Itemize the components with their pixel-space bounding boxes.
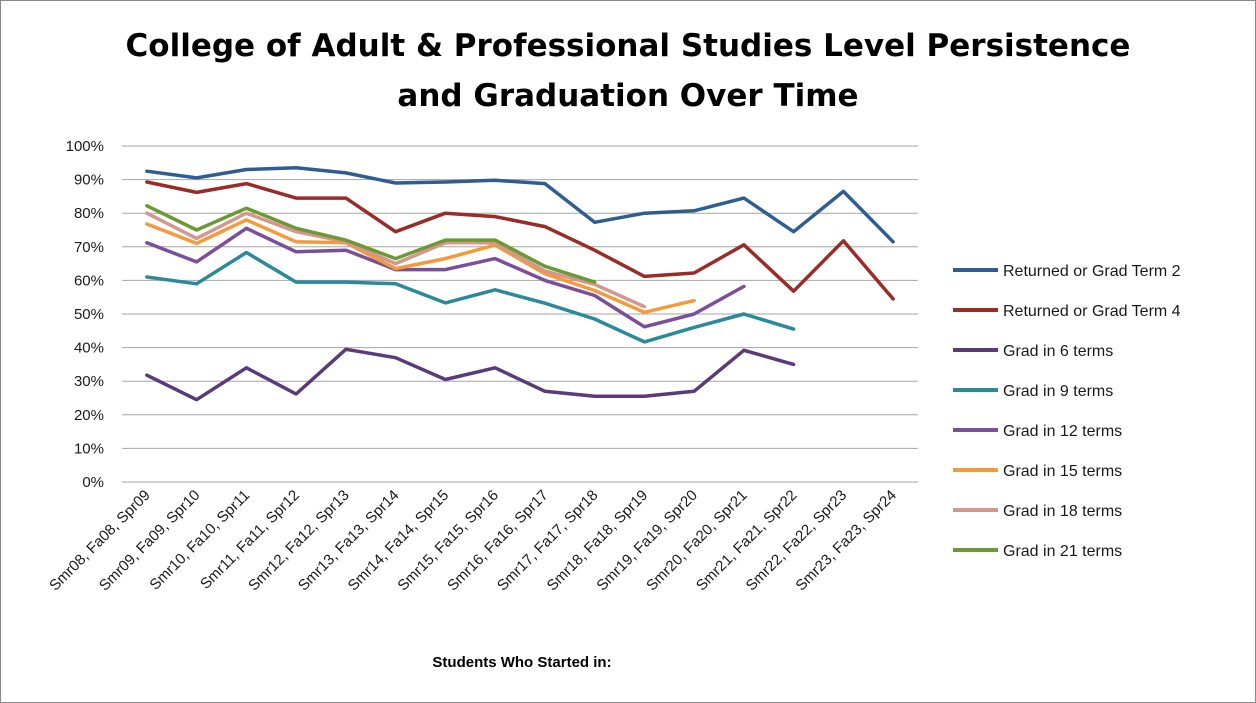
series-line-grad-in-6-terms (145, 347, 796, 402)
series-line-grad-in-21-terms (145, 204, 597, 284)
series-lines (145, 166, 895, 402)
legend-label: Grad in 6 terms (1003, 343, 1113, 360)
y-tick-label: 80% (74, 205, 104, 222)
legend-label: Grad in 9 terms (1003, 383, 1113, 400)
series-line-grad-in-15-terms (145, 218, 696, 315)
legend-label: Grad in 12 terms (1003, 423, 1122, 440)
x-axis-title: Students Who Started in: (432, 654, 611, 671)
y-tick-label: 60% (74, 272, 104, 289)
y-tick-label: 30% (74, 373, 104, 390)
legend-label: Grad in 21 terms (1003, 543, 1122, 560)
chart-title-line-1: College of Adult & Professional Studies … (126, 28, 1131, 64)
series-line-grad-in-18-terms (145, 211, 647, 309)
series-line-returned-or-grad-term-2 (145, 166, 895, 244)
y-tick-label: 0% (82, 474, 104, 491)
legend: Returned or Grad Term 2 Returned or Grad … (953, 263, 1181, 560)
y-axis-tick-labels: 0% 10% 20% 30% 40% 50% 60% 70% 80% 90% 100% (66, 138, 104, 491)
series-line-grad-in-12-terms (145, 226, 746, 329)
legend-label: Returned or Grad Term 2 (1003, 263, 1181, 280)
chart-title-line-2: and Graduation Over Time (397, 78, 858, 114)
y-tick-label: 70% (74, 239, 104, 256)
series-line-grad-in-9-terms (145, 250, 796, 344)
y-tick-label: 90% (74, 172, 104, 189)
series-line-returned-or-grad-term-4 (145, 180, 895, 301)
legend-label: Grad in 18 terms (1003, 503, 1122, 520)
y-tick-label: 20% (74, 407, 104, 424)
legend-label: Grad in 15 terms (1003, 463, 1122, 480)
y-tick-label: 100% (66, 138, 104, 155)
legend-label: Returned or Grad Term 4 (1003, 303, 1181, 320)
y-tick-label: 50% (74, 306, 104, 323)
y-tick-label: 10% (74, 440, 104, 457)
y-tick-label: 40% (74, 340, 104, 357)
